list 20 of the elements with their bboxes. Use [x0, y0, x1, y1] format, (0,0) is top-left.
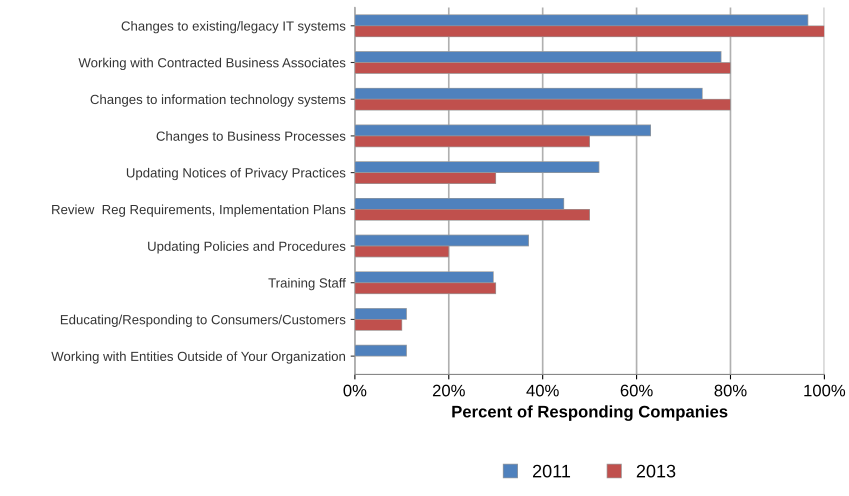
x-tick-label: 0%: [343, 384, 366, 396]
y-tick-label: Changes to Business Processes: [156, 131, 346, 144]
legend-label: 2013: [636, 464, 676, 478]
x-tick-label: 100%: [804, 384, 846, 396]
y-tick-label: Review Reg Requirements, Implementation Plans: [52, 204, 346, 217]
y-tick-label: Updating Notices of Privacy Practices: [126, 168, 346, 180]
x-tick-label: 60%: [620, 384, 653, 396]
y-tick-label: Changes to information technology systems: [90, 94, 346, 107]
x-tick-label: 80%: [714, 384, 747, 396]
y-tick-label: Updating Policies and Procedures: [148, 241, 346, 254]
y-tick-label: Working with Contracted Business Associates: [78, 58, 346, 70]
legend-label: 2011: [532, 464, 570, 478]
y-tick-label: Working with Entities Outside of Your Organization: [51, 351, 346, 364]
x-tick-label: 20%: [432, 384, 465, 396]
bar: [354, 344, 407, 356]
x-axis-title: Percent of Responding Companies: [452, 405, 728, 421]
y-tick-label: Educating/Responding to Consumers/Customers: [60, 314, 346, 327]
y-tick-label: Changes to existing/legacy IT systems: [122, 21, 346, 34]
x-tick-label: 40%: [526, 384, 559, 396]
y-tick-label: Training Staff: [268, 278, 346, 290]
